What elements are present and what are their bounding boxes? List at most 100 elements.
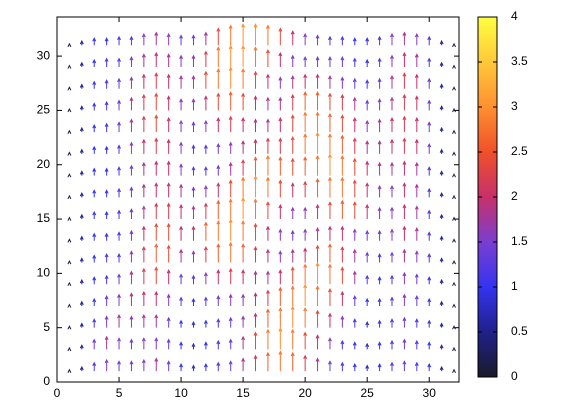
- arrow: [390, 339, 394, 350]
- arrow-shaft: [439, 61, 444, 67]
- arrow-shaft: [166, 202, 171, 220]
- arrow-shaft: [290, 54, 295, 67]
- arrow-shaft: [365, 364, 370, 372]
- arrow-shaft: [390, 32, 394, 46]
- arrow-shaft: [129, 76, 134, 89]
- arrow: [92, 189, 97, 198]
- arrow: [203, 50, 208, 67]
- arrow-shaft: [191, 54, 196, 67]
- arrow-shaft: [241, 176, 246, 198]
- arrow: [402, 225, 407, 241]
- arrow-shaft: [390, 96, 394, 111]
- arrow-shaft: [92, 167, 97, 176]
- arrow-shaft: [129, 96, 134, 111]
- arrow: [427, 99, 432, 111]
- arrow: [129, 141, 134, 154]
- arrow-shaft: [67, 129, 72, 134]
- arrow: [191, 144, 196, 154]
- arrow-shaft: [253, 198, 258, 220]
- arrow-shaft: [303, 111, 308, 133]
- arrow: [191, 98, 196, 111]
- arrow: [452, 129, 456, 134]
- arrow: [253, 198, 258, 220]
- arrow: [278, 350, 283, 372]
- arrow: [104, 335, 109, 350]
- arrow: [79, 278, 84, 285]
- arrow: [117, 57, 121, 67]
- arrow: [315, 111, 320, 133]
- arrow: [452, 281, 456, 287]
- arrow: [179, 119, 184, 133]
- arrow-shaft: [67, 259, 72, 265]
- arrow-shaft: [328, 312, 332, 328]
- arrow: [340, 361, 345, 372]
- arrow-shaft: [203, 95, 208, 111]
- arrow: [141, 290, 146, 306]
- arrow-shaft: [402, 31, 407, 46]
- arrow: [179, 273, 184, 285]
- arrow: [79, 322, 84, 328]
- arrow-shaft: [402, 72, 407, 89]
- arrow-shaft: [303, 91, 308, 111]
- arrow-shaft: [427, 363, 432, 372]
- arrow-shaft: [154, 222, 159, 241]
- arrow: [104, 210, 109, 220]
- arrow-shaft: [191, 74, 196, 89]
- arrow-shaft: [216, 361, 221, 372]
- arrow: [104, 100, 109, 111]
- arrow: [117, 187, 121, 198]
- arrow: [79, 213, 84, 220]
- arrow: [79, 257, 84, 263]
- arrow: [92, 80, 97, 89]
- arrow-shaft: [427, 57, 432, 67]
- arrow: [278, 250, 283, 263]
- arrow-shaft: [402, 248, 407, 263]
- arrow-shaft: [104, 358, 109, 372]
- arrow: [191, 225, 196, 241]
- arrow-shaft: [328, 74, 332, 89]
- arrow: [154, 337, 159, 350]
- arrow: [402, 31, 407, 46]
- arrow-shaft: [92, 254, 97, 263]
- arrow-shaft: [79, 105, 84, 111]
- arrow: [154, 31, 159, 46]
- arrow-shaft: [402, 271, 407, 285]
- arrow-shaft: [290, 157, 295, 176]
- arrow: [166, 32, 171, 46]
- arrow: [154, 72, 159, 89]
- arrow: [402, 203, 407, 220]
- arrow-shaft: [216, 339, 221, 350]
- arrow-shaft: [439, 257, 444, 263]
- arrow-shaft: [203, 271, 208, 285]
- arrow-shaft: [179, 203, 184, 220]
- arrow: [92, 254, 97, 263]
- arrow-shaft: [278, 286, 283, 306]
- arrow: [92, 102, 97, 111]
- arrow-shaft: [414, 117, 419, 133]
- arrow: [228, 198, 233, 220]
- arrow-shaft: [278, 250, 283, 263]
- arrow-shaft: [439, 235, 444, 241]
- arrow-shaft: [340, 154, 345, 176]
- arrow: [377, 252, 382, 263]
- arrow: [265, 118, 270, 133]
- arrow-shaft: [253, 312, 258, 328]
- arrow-shaft: [117, 57, 121, 67]
- arrow: [104, 37, 109, 46]
- arrow: [253, 331, 258, 350]
- arrow: [352, 117, 357, 133]
- arrow: [166, 95, 171, 111]
- arrow-shaft: [328, 56, 332, 67]
- arrow: [104, 79, 109, 89]
- arrow: [166, 316, 171, 328]
- arrow-shaft: [216, 117, 221, 133]
- arrow-shaft: [390, 318, 394, 328]
- arrow: [427, 209, 432, 220]
- arrow: [104, 358, 109, 372]
- arrow-shaft: [315, 285, 320, 306]
- arrow: [265, 201, 270, 220]
- arrow: [203, 221, 208, 241]
- arrow: [352, 37, 357, 46]
- arrow-shaft: [179, 183, 184, 198]
- arrow: [303, 331, 308, 350]
